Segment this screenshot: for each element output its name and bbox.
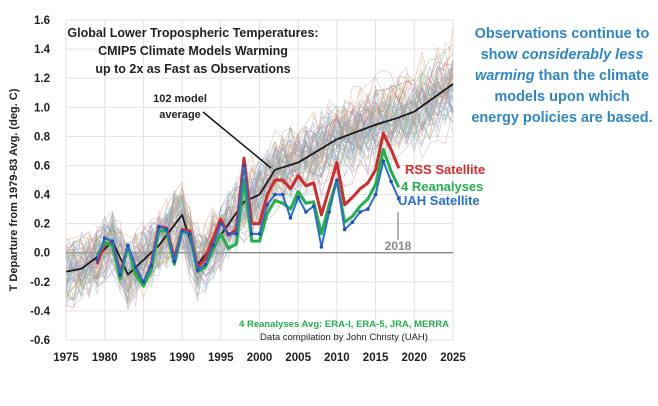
uah-data-point [381,159,386,163]
series-lines [65,83,454,288]
x-tick-label: 1990 [169,352,195,364]
y-tick-label: 1.4 [34,44,51,56]
uah-data-point [203,262,208,267]
reanalyses-label: 4 Reanalyses [401,179,483,194]
uah-data-point [280,192,285,197]
x-tick-label: 2005 [285,352,311,364]
title-line-3: up to 2x as Fast as Observations [95,62,290,76]
uah-data-point [389,179,393,184]
uah-label: UAH Satellite [398,193,480,208]
title-line-2: CMIP5 Climate Models Warming [98,44,288,58]
model-run-line [65,106,454,310]
uah-data-point [242,163,246,168]
x-tick-label: 1980 [92,352,118,364]
year-marker-label: 2018 [385,239,412,253]
y-tick-label: 1.0 [34,102,50,114]
model-average-arrow [202,111,272,169]
uah-data-point [327,210,331,214]
uah-data-point [288,216,293,220]
uah-data-point [226,232,231,236]
model-runs [65,28,454,310]
uah-data-point [265,202,270,207]
x-tick-label: 2025 [440,352,466,364]
uah-data-point [126,243,130,248]
y-tick-label: -0.4 [30,306,50,318]
side-note: Observations continue to show considerab… [470,24,654,129]
y-tick-label: 0.8 [34,131,51,143]
model-run-line [65,59,454,274]
uah-data-point [311,204,316,208]
side-note-part2: than the climate models upon which energ… [471,68,653,126]
reanalyses-note: 4 Reanalyses Avg: ERA-I, ERA-5, JRA, MER… [239,319,449,330]
model-average-label-2: average [159,109,201,121]
y-tick-label: 0.0 [34,248,50,260]
uah-data-point [342,227,347,232]
uah-data-point [149,264,153,268]
uah-data-point [397,197,401,201]
uah-data-point [141,280,146,284]
x-tick-label: 1975 [53,352,79,364]
uah-data-point [296,195,301,200]
x-tick-label: 1995 [208,352,234,364]
x-tick-label: 2010 [324,352,350,364]
uah-data-point [195,268,200,272]
tick-labels: 1975 1980 1985 1990 1995 2000 2005 2010 2015 2020… [30,15,466,364]
y-axis-label: T Departure from 1979-83 Avg. (deg. C) [8,88,20,291]
uah-data-point [102,236,107,240]
uah-data-point [350,220,355,224]
uah-data-point [180,229,184,233]
uah-data-point [358,210,362,214]
uah-data-point [273,192,277,197]
uah-data-point [319,245,324,249]
y-tick-label: 0.2 [34,219,50,231]
model-run-line [65,60,454,293]
side-note-part1: Observations continue to show [474,26,650,63]
x-tick-label: 1985 [131,352,157,364]
uah-data-point [211,243,215,248]
x-tick-label: 2000 [247,352,273,364]
uah-data-point [172,259,177,264]
model-run-line [65,63,454,302]
x-tick-label: 2020 [402,352,428,364]
side-note-emphasis: considerably less warming [474,47,644,84]
rss-label: RSS Satellite [405,162,485,177]
credit-note: Data compilation by John Christy (UAH) [260,332,428,343]
uah-data-point [257,232,262,236]
uah-data-point [304,210,308,214]
chart-title: Global Lower Tropospheric Temperatures: … [67,26,318,76]
uah-data-point [373,192,378,197]
uah-data-point [164,227,169,232]
y-tick-label: 0.6 [34,160,50,172]
y-tick-label: 1.6 [34,15,50,27]
y-tick-label: -0.2 [30,277,50,289]
uah-data-point [188,232,192,236]
uah-data-point [335,178,339,182]
uah-data-point [249,232,254,236]
x-tick-label: 2015 [363,352,389,364]
y-tick-label: -0.6 [30,335,50,347]
uah-data-point [118,272,122,277]
y-tick-label: 0.4 [34,190,51,202]
uah-data-point [366,207,370,211]
uah-data-point [133,265,138,270]
y-tick-label: 1.2 [34,73,50,85]
uah-data-point [219,221,223,226]
series-line-uah-satellite [96,160,400,283]
title-line-1: Global Lower Tropospheric Temperatures: [67,26,318,40]
uah-data-point [157,224,161,229]
uah-data-point [95,258,99,262]
uah-data-point [110,239,115,243]
model-average-label-1: 102 model [153,93,207,105]
uah-data-point [234,232,239,236]
model-run-line [65,63,454,304]
series-line-4-reanalyses [95,147,401,288]
